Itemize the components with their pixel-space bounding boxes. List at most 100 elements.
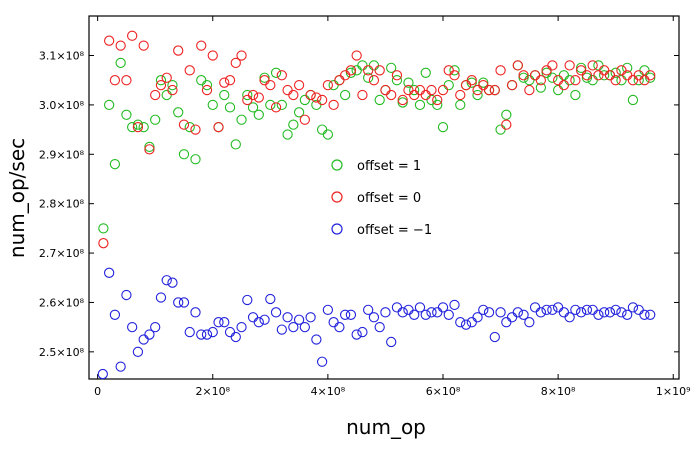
data-point bbox=[420, 309, 431, 320]
data-point bbox=[161, 89, 172, 101]
data-point bbox=[270, 307, 282, 318]
data-point bbox=[253, 317, 264, 328]
x-tick-label: 0 bbox=[94, 385, 101, 398]
x-axis-title: num_op bbox=[346, 415, 426, 439]
data-point bbox=[403, 77, 414, 88]
data-point bbox=[339, 309, 351, 320]
data-point bbox=[201, 79, 213, 91]
data-point bbox=[299, 321, 311, 333]
data-point bbox=[207, 326, 218, 338]
y-tick-label: 2.8×10⁸ bbox=[39, 198, 85, 211]
data-point bbox=[529, 70, 541, 81]
data-point bbox=[420, 89, 431, 101]
y-tick-label: 2.6×10⁸ bbox=[39, 296, 85, 309]
data-point bbox=[167, 84, 178, 96]
data-point bbox=[449, 65, 460, 76]
data-point bbox=[524, 84, 535, 96]
data-point bbox=[420, 67, 431, 78]
data-point bbox=[316, 124, 328, 135]
data-point bbox=[363, 304, 374, 316]
data-point bbox=[368, 60, 380, 71]
data-point bbox=[639, 309, 650, 320]
data-point bbox=[155, 79, 167, 91]
data-point bbox=[455, 317, 466, 328]
data-point bbox=[184, 326, 195, 338]
data-point bbox=[397, 94, 408, 106]
data-point bbox=[552, 302, 564, 313]
data-point bbox=[219, 317, 230, 328]
data-point bbox=[426, 307, 437, 318]
data-point bbox=[103, 267, 115, 278]
data-point bbox=[501, 119, 512, 130]
data-point bbox=[253, 92, 264, 103]
data-point bbox=[478, 304, 489, 316]
data-point bbox=[363, 72, 374, 83]
legend: offset = 1 offset = 0 offset = −1 bbox=[331, 159, 432, 238]
plot-frame bbox=[88, 15, 680, 380]
data-point bbox=[259, 72, 270, 83]
data-point bbox=[196, 75, 207, 86]
data-point bbox=[207, 99, 218, 111]
data-point bbox=[150, 321, 161, 333]
data-point bbox=[386, 89, 397, 101]
data-point bbox=[253, 109, 264, 120]
data-point bbox=[633, 75, 644, 86]
data-point bbox=[599, 307, 610, 318]
y-tick-label: 2.9×10⁸ bbox=[39, 148, 85, 161]
data-point bbox=[236, 50, 247, 61]
data-point bbox=[391, 70, 403, 81]
data-point bbox=[190, 154, 201, 165]
data-point bbox=[633, 304, 644, 316]
data-point bbox=[466, 77, 477, 88]
data-point bbox=[144, 329, 155, 340]
data-point bbox=[138, 121, 149, 133]
y-axis-ticks: 2.5×10⁸ 2.6×10⁸ 2.7×10⁸ 2.8×10⁸ 2.9×10⁸ 3.0×1… bbox=[39, 50, 679, 359]
data-point bbox=[155, 75, 167, 86]
data-point bbox=[345, 67, 357, 78]
data-point bbox=[293, 79, 305, 91]
data-point bbox=[322, 129, 334, 140]
data-point bbox=[506, 79, 518, 91]
data-point bbox=[345, 65, 357, 76]
data-point bbox=[282, 84, 293, 96]
data-point bbox=[224, 102, 236, 113]
data-point bbox=[616, 65, 627, 76]
data-point bbox=[328, 99, 339, 111]
data-point bbox=[265, 293, 276, 305]
data-point bbox=[339, 70, 351, 81]
data-point bbox=[357, 89, 368, 101]
data-point bbox=[374, 321, 385, 333]
data-point bbox=[288, 321, 299, 333]
data-point bbox=[316, 94, 328, 106]
data-point bbox=[201, 84, 213, 96]
data-point bbox=[184, 121, 195, 133]
data-point bbox=[483, 84, 495, 96]
data-point bbox=[386, 336, 397, 348]
data-point bbox=[242, 294, 253, 306]
data-point bbox=[437, 302, 449, 313]
data-point bbox=[178, 297, 190, 308]
data-point bbox=[403, 304, 414, 316]
data-point bbox=[351, 50, 362, 61]
data-point bbox=[190, 307, 201, 318]
data-point bbox=[518, 70, 529, 81]
data-point bbox=[150, 89, 161, 101]
data-point bbox=[610, 75, 621, 86]
data-point bbox=[645, 70, 656, 81]
x-tick-label: 8×10⁸ bbox=[541, 385, 576, 398]
data-point bbox=[282, 129, 293, 140]
data-point bbox=[121, 289, 132, 301]
data-point bbox=[207, 50, 218, 61]
legend-label: offset = 0 bbox=[357, 191, 421, 206]
data-point bbox=[639, 75, 650, 86]
data-point bbox=[437, 121, 449, 133]
data-point bbox=[391, 302, 403, 313]
x-tick-label: 2×10⁸ bbox=[195, 385, 230, 398]
data-point bbox=[213, 317, 224, 328]
data-point bbox=[115, 40, 126, 51]
data-point bbox=[213, 121, 224, 133]
data-point bbox=[276, 70, 287, 81]
legend-label: offset = −1 bbox=[357, 223, 432, 238]
data-point bbox=[127, 121, 138, 133]
data-point bbox=[495, 124, 506, 135]
